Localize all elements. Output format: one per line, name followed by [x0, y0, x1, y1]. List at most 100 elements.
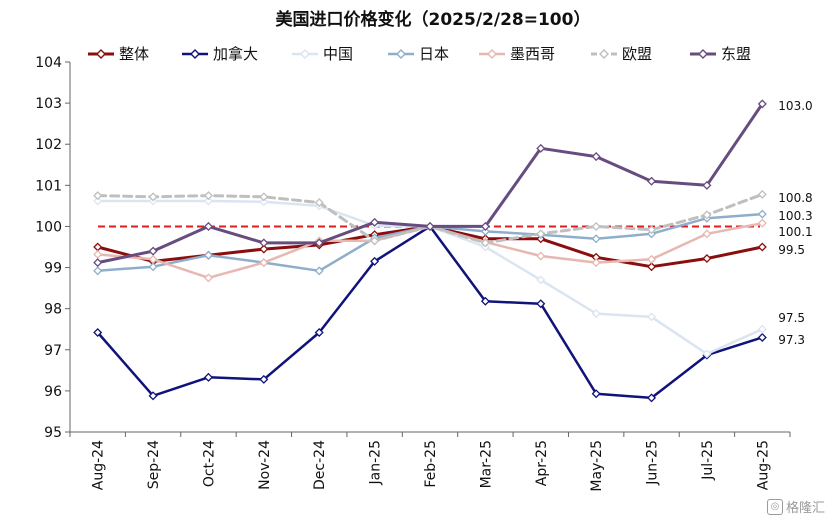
x-tick-label: Dec-24 [312, 440, 328, 490]
data-point [591, 152, 601, 162]
end-value-label: 100.3 [778, 209, 812, 223]
data-point [757, 189, 767, 199]
watermark-text: 格隆汇 [785, 501, 825, 516]
data-point [757, 209, 767, 219]
end-value-label: 100.1 [778, 225, 812, 239]
data-point [702, 180, 712, 190]
watermark: ◎ 格隆汇 [766, 497, 825, 516]
data-point [536, 275, 546, 285]
legend-label: 欧盟 [622, 45, 652, 63]
series-line [96, 225, 764, 400]
data-point [647, 176, 657, 186]
data-point [93, 266, 103, 276]
data-point [702, 253, 712, 264]
y-tick-label: 104 [35, 55, 62, 71]
data-point [314, 327, 324, 338]
y-tick-label: 97 [44, 343, 62, 359]
legend-label: 整体 [119, 45, 149, 63]
data-point [591, 309, 601, 319]
x-tick-label: Aug-25 [755, 440, 771, 490]
data-point [259, 238, 269, 248]
data-point [425, 221, 435, 231]
x-tick-label: Aug-24 [91, 440, 107, 490]
data-point [757, 218, 767, 228]
data-point [148, 262, 158, 272]
end-value-label: 103.0 [778, 99, 812, 113]
x-tick-label: Nov-24 [257, 440, 273, 490]
end-value-label: 97.5 [778, 311, 805, 325]
data-point [203, 221, 213, 231]
data-point [647, 312, 657, 322]
data-point [93, 258, 103, 268]
data-point [203, 372, 213, 382]
x-tick-label: Oct-24 [201, 440, 217, 487]
x-tick-label: Feb-25 [423, 440, 439, 488]
data-point [259, 192, 269, 202]
legend-marker [396, 49, 406, 59]
data-point [259, 374, 269, 384]
legend-marker [487, 49, 497, 59]
data-point [93, 242, 103, 252]
end-value-label: 99.5 [778, 243, 805, 257]
data-point [536, 251, 546, 261]
end-labels: 103.0 100.8 100.3 100.1 99.5 97.5 97.3 [778, 99, 812, 347]
x-tick-label: Jan-25 [368, 440, 384, 485]
data-point [702, 349, 712, 359]
data-point [93, 249, 103, 259]
y-tick-label: 98 [44, 302, 62, 318]
data-point [702, 229, 712, 239]
legend-item-3: 日本 [388, 45, 449, 63]
data-point [480, 238, 490, 248]
data-point [93, 196, 103, 206]
end-value-label: 100.8 [778, 191, 812, 205]
x-tick-label: Sep-24 [146, 440, 162, 489]
data-point [148, 391, 158, 401]
data-point [480, 221, 490, 231]
y-tick-label: 96 [44, 384, 62, 400]
data-point [370, 236, 380, 246]
x-tick-label: Mar-25 [478, 440, 494, 488]
data-point [370, 217, 380, 227]
data-point [591, 234, 601, 244]
data-point [536, 143, 546, 153]
series-group [93, 99, 767, 403]
y-tick-label: 101 [35, 178, 62, 194]
legend-item-2: 中国 [292, 45, 353, 63]
legend-marker [599, 49, 609, 59]
legend-item-5: 欧盟 [591, 45, 652, 63]
data-point [148, 254, 158, 264]
data-point [314, 266, 324, 276]
series-line [96, 102, 764, 265]
data-point [757, 324, 767, 334]
data-point [536, 299, 546, 309]
x-tick-label: Jun-25 [645, 440, 661, 486]
data-point [757, 242, 767, 252]
data-point [647, 254, 657, 264]
chart-title: 美国进口价格变化（2025/2/28=100） [276, 9, 591, 30]
gelonghui-logo-icon: ◎ [766, 498, 783, 515]
x-tick-label: Jul-25 [700, 440, 716, 481]
data-point [203, 196, 213, 206]
end-value-label: 97.3 [778, 333, 805, 347]
legend-item-0: 整体 [88, 45, 149, 63]
data-point [259, 258, 269, 268]
data-point [480, 226, 490, 236]
legend-label: 中国 [323, 45, 353, 63]
y-tick-label: 100 [35, 219, 62, 235]
x-tick-label: May-25 [589, 440, 605, 492]
data-point [148, 192, 158, 202]
data-point [757, 99, 767, 109]
series-6 [93, 99, 767, 268]
legend-marker [96, 49, 106, 59]
legend-item-1: 加拿大 [182, 45, 258, 63]
legend-label: 日本 [419, 45, 449, 63]
legend-label: 加拿大 [213, 45, 258, 63]
legend-marker [698, 49, 708, 59]
data-point [203, 250, 213, 260]
data-point [259, 197, 269, 207]
data-point [591, 389, 601, 399]
data-point [647, 225, 657, 235]
series-2 [93, 196, 767, 359]
legend-marker [300, 49, 310, 59]
